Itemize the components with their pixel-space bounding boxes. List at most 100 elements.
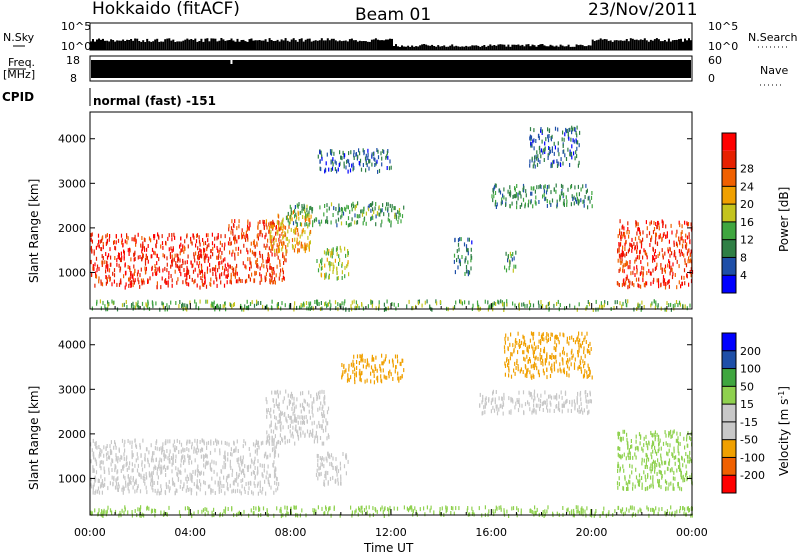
noise-bar bbox=[645, 40, 648, 50]
noise-bar bbox=[443, 45, 446, 50]
data-cell bbox=[106, 240, 108, 245]
noise-bar bbox=[330, 38, 333, 50]
data-cell bbox=[557, 368, 559, 373]
data-cell bbox=[676, 468, 678, 473]
data-cell bbox=[546, 332, 548, 336]
data-cell bbox=[460, 237, 462, 242]
data-cell bbox=[148, 463, 150, 468]
data-cell bbox=[100, 474, 102, 479]
data-cell bbox=[544, 197, 546, 202]
data-cell bbox=[352, 162, 354, 167]
data-cell bbox=[356, 220, 358, 225]
data-cell bbox=[292, 411, 294, 416]
data-cell bbox=[658, 226, 660, 231]
data-cell bbox=[507, 347, 509, 352]
data-cell bbox=[226, 482, 229, 487]
data-cell bbox=[293, 407, 296, 412]
data-cell bbox=[261, 263, 263, 268]
data-cell bbox=[550, 402, 552, 407]
data-cell bbox=[655, 222, 657, 226]
data-cell bbox=[230, 447, 232, 452]
noise-bar bbox=[142, 40, 145, 50]
data-cell bbox=[395, 212, 397, 217]
data-cell bbox=[547, 333, 549, 338]
data-cell bbox=[573, 365, 576, 370]
cpid-label: CPID bbox=[2, 90, 34, 104]
data-cell bbox=[274, 422, 277, 427]
data-cell bbox=[324, 273, 326, 278]
data-cell bbox=[299, 305, 301, 310]
data-cell bbox=[494, 202, 496, 207]
data-cell bbox=[541, 333, 543, 338]
data-cell bbox=[472, 303, 474, 308]
data-cell bbox=[631, 470, 633, 475]
data-cell bbox=[478, 307, 480, 312]
data-cell bbox=[559, 197, 561, 202]
data-cell bbox=[213, 300, 215, 305]
noise-bar bbox=[164, 39, 167, 50]
noise-bar bbox=[613, 40, 616, 50]
noise-bar bbox=[166, 38, 169, 50]
data-cell bbox=[230, 241, 232, 246]
data-cell bbox=[297, 241, 299, 246]
data-cell bbox=[501, 300, 503, 305]
data-cell bbox=[271, 252, 273, 257]
data-cell bbox=[562, 144, 564, 148]
noise-bar bbox=[665, 41, 668, 50]
data-cell bbox=[472, 510, 474, 515]
data-cell bbox=[316, 468, 318, 473]
data-cell bbox=[636, 270, 638, 275]
data-cell bbox=[202, 454, 204, 459]
data-cell bbox=[147, 304, 149, 309]
data-cell bbox=[643, 470, 645, 475]
data-cell bbox=[361, 510, 363, 515]
noise-bar bbox=[286, 40, 289, 50]
noise-bar bbox=[547, 46, 550, 50]
data-cell bbox=[167, 439, 169, 444]
data-cell bbox=[273, 221, 275, 226]
data-cell bbox=[368, 204, 370, 209]
data-cell bbox=[654, 258, 656, 263]
data-cell bbox=[394, 206, 396, 211]
noise-bar bbox=[318, 40, 321, 50]
data-cell bbox=[182, 280, 184, 285]
data-cell bbox=[186, 479, 188, 484]
data-cell bbox=[537, 370, 539, 375]
data-cell bbox=[266, 400, 268, 405]
data-cell bbox=[347, 262, 349, 267]
data-cell bbox=[686, 437, 688, 442]
data-cell bbox=[214, 448, 216, 453]
data-cell bbox=[336, 266, 338, 271]
noise-bar bbox=[663, 40, 666, 50]
data-cell bbox=[627, 482, 629, 487]
data-cell bbox=[102, 300, 104, 305]
data-cell bbox=[642, 448, 644, 453]
data-cell bbox=[646, 252, 648, 257]
noise-bar bbox=[447, 46, 450, 50]
data-cell bbox=[627, 285, 629, 290]
data-cell bbox=[105, 252, 107, 256]
data-cell bbox=[358, 148, 360, 153]
data-cell bbox=[646, 281, 648, 286]
data-cell bbox=[195, 305, 197, 310]
data-cell bbox=[225, 478, 228, 483]
data-cell bbox=[650, 452, 652, 457]
data-cell bbox=[639, 239, 641, 244]
data-cell bbox=[157, 464, 160, 469]
data-cell bbox=[179, 258, 181, 263]
data-cell bbox=[518, 302, 520, 307]
noise-bar bbox=[417, 46, 420, 50]
noise-bar bbox=[306, 38, 309, 50]
data-cell bbox=[262, 304, 264, 309]
data-cell bbox=[135, 480, 137, 485]
data-cell bbox=[504, 265, 506, 270]
data-cell bbox=[541, 304, 544, 308]
data-cell bbox=[587, 300, 589, 304]
data-cell bbox=[582, 184, 584, 189]
noise-bar bbox=[553, 46, 556, 50]
data-cell bbox=[491, 398, 493, 403]
data-cell bbox=[553, 187, 555, 192]
data-cell bbox=[282, 254, 284, 259]
data-cell bbox=[380, 507, 382, 512]
data-cell bbox=[464, 272, 466, 276]
